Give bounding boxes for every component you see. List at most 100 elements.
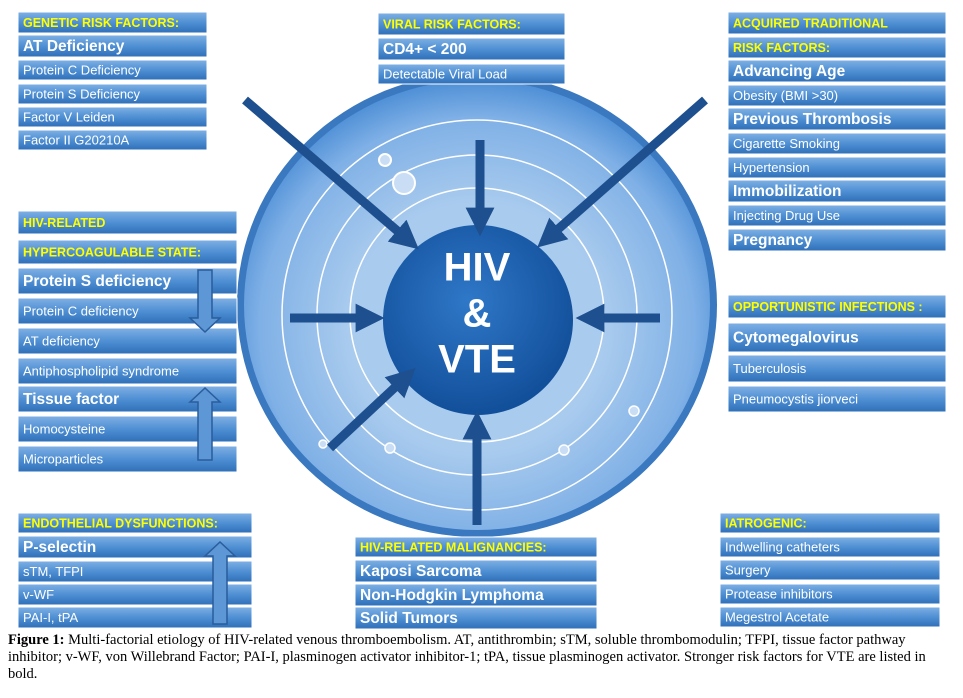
item-box (727, 354, 947, 383)
factor-group: HIV-RELATED HYPERCOAGULABLE STATE: Protein… (17, 210, 238, 473)
group-header: HIV-RELATED (23, 216, 105, 230)
item-box (727, 322, 947, 353)
factor: Injecting Drug Use (733, 208, 840, 223)
group-header: RISK FACTORS: (733, 41, 830, 55)
item-box (727, 204, 947, 227)
item-box (354, 583, 598, 607)
header-box (727, 36, 947, 59)
strong-factor: AT Deficiency (23, 38, 125, 55)
caption-text: Multi-factorial etiology of HIV-related … (8, 632, 926, 682)
header-box (719, 512, 941, 534)
group-header: OPPORTUNISTIC INFECTIONS : (733, 300, 923, 314)
factor: Microparticles (23, 451, 104, 466)
center-label: & (463, 292, 492, 336)
strong-factor: Advancing Age (733, 63, 846, 80)
factor: PAI-I, tPA (23, 610, 78, 625)
item-box (17, 583, 253, 606)
group-header: GENETIC RISK FACTORS: (23, 16, 179, 30)
item-box (17, 34, 208, 58)
factor: Factor V Leiden (23, 109, 115, 124)
strong-factor: Solid Tumors (360, 610, 458, 627)
factor-group: VIRAL RISK FACTORS: CD4+ < 200 Detectable … (377, 12, 566, 85)
item-box (17, 83, 208, 105)
header-box (17, 239, 238, 265)
item-box (727, 385, 947, 413)
item-box (17, 357, 238, 385)
caption-label: Figure 1: (8, 632, 65, 648)
item-box (719, 606, 941, 628)
strong-factor: Pregnancy (733, 232, 813, 249)
item-box (354, 606, 598, 630)
header-box (727, 294, 947, 319)
item-box (377, 37, 566, 61)
factor: Surgery (725, 562, 771, 577)
center-label: HIV (444, 246, 511, 290)
factor: Cigarette Smoking (733, 136, 840, 151)
strong-factor: Immobilization (733, 183, 842, 200)
header-box (354, 536, 598, 558)
item-box (719, 583, 941, 605)
strong-factor: Kaposi Sarcoma (360, 563, 482, 580)
group-header: ACQUIRED TRADITIONAL (733, 16, 888, 30)
item-box (727, 179, 947, 203)
factor: Tuberculosis (733, 361, 807, 376)
item-box (377, 63, 566, 85)
factor: sTM, TFPI (23, 564, 83, 579)
strong-factor: P-selectin (23, 539, 96, 556)
strong-factor: Protein S deficiency (23, 273, 172, 290)
factor: v-WF (23, 587, 54, 602)
item-box (17, 106, 208, 128)
item-box (354, 559, 598, 583)
item-box (17, 560, 253, 583)
side-arrows (188, 269, 237, 625)
center-label: VTE (438, 338, 516, 382)
factor-group: IATROGENIC: Indwelling catheters Surgery Pr… (719, 512, 941, 628)
item-box (727, 156, 947, 179)
item-box (727, 228, 947, 252)
factor: Protein C deficiency (23, 303, 139, 318)
factor-group: ENDOTHELIAL DYSFUNCTIONS: P-selectin sTM, … (17, 512, 253, 629)
factor-group: GENETIC RISK FACTORS: AT Deficiency Protei… (17, 11, 208, 151)
header-box (17, 512, 253, 534)
group-header: HYPERCOAGULABLE STATE: (23, 245, 201, 259)
item-box (17, 327, 238, 355)
header-box (727, 11, 947, 35)
item-box (727, 84, 947, 107)
factor: AT deficiency (23, 333, 100, 348)
factor: Indwelling catheters (725, 539, 840, 554)
factor: Homocysteine (23, 421, 105, 436)
factor: Obesity (BMI >30) (733, 88, 838, 103)
strong-factor: CD4+ < 200 (383, 41, 467, 58)
factor: Hypertension (733, 160, 810, 175)
factor: Protein S Deficiency (23, 86, 141, 101)
diagram: GENETIC RISK FACTORS: AT Deficiency Protei… (17, 11, 947, 630)
factor: Megestrol Acetate (725, 609, 829, 624)
header-box (17, 210, 238, 235)
item-box (727, 59, 947, 83)
header-box (17, 11, 208, 34)
factor-group: HIV-RELATED MALIGNANCIES: Kaposi Sarcoma N… (354, 536, 598, 630)
item-box (719, 559, 941, 581)
item-box (17, 59, 208, 81)
strong-factor: Previous Thrombosis (733, 111, 891, 128)
strong-factor: Tissue factor (23, 391, 119, 408)
header-box (377, 12, 566, 36)
factor-group: OPPORTUNISTIC INFECTIONS : Cytomegaloviru… (727, 294, 947, 413)
group-header: IATROGENIC: (725, 516, 807, 530)
factor: Protease inhibitors (725, 586, 833, 601)
factor: Detectable Viral Load (383, 66, 507, 81)
item-box (17, 535, 253, 559)
arrows (242, 96, 708, 525)
item-box (719, 536, 941, 558)
group-header: ENDOTHELIAL DYSFUNCTIONS: (23, 516, 218, 530)
group-header: HIV-RELATED MALIGNANCIES: (360, 540, 547, 554)
factor: Protein C Deficiency (23, 62, 141, 77)
factor: Pneumocystis jiorveci (733, 391, 858, 406)
item-box (17, 129, 208, 151)
factor-group: ACQUIRED TRADITIONAL RISK FACTORS: Advanci… (727, 11, 947, 252)
factor: Antiphospholipid syndrome (23, 363, 179, 378)
group-header: VIRAL RISK FACTORS: (383, 17, 521, 31)
strong-factor: Non-Hodgkin Lymphoma (360, 587, 544, 604)
item-box (727, 107, 947, 131)
